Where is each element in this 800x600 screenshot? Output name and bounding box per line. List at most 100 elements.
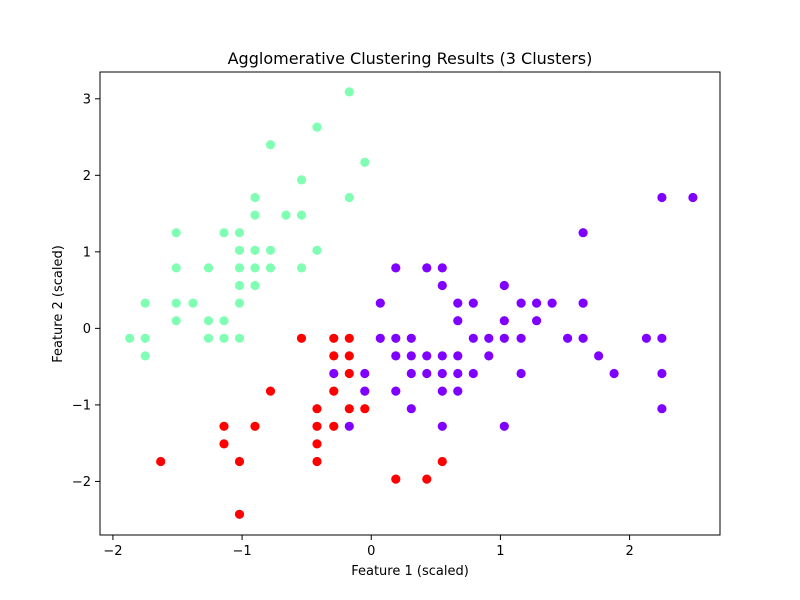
data-point xyxy=(171,298,181,308)
data-point xyxy=(344,333,354,343)
data-point xyxy=(516,368,526,379)
data-point xyxy=(609,368,619,379)
y-tick-label: 3 xyxy=(83,92,91,107)
data-point xyxy=(468,333,478,343)
data-point xyxy=(375,298,385,308)
data-point xyxy=(296,210,307,220)
data-point xyxy=(329,333,339,343)
data-point xyxy=(265,386,276,396)
data-point xyxy=(391,474,401,484)
data-point xyxy=(234,263,245,273)
x-tick-label: 1 xyxy=(496,544,504,559)
data-point xyxy=(453,386,463,396)
data-point xyxy=(391,333,401,343)
y-axis: −2 −1 0 1 2 3 xyxy=(72,92,100,490)
data-point xyxy=(532,298,542,308)
data-point xyxy=(219,316,229,326)
data-point xyxy=(203,263,214,273)
data-point xyxy=(657,404,667,414)
data-point xyxy=(657,333,667,343)
data-point xyxy=(329,351,339,361)
data-point xyxy=(250,192,260,203)
x-axis: −2 −1 0 1 2 xyxy=(103,535,634,559)
data-point xyxy=(125,333,135,343)
data-point xyxy=(265,245,276,255)
data-point xyxy=(484,351,494,361)
data-point xyxy=(140,333,150,343)
data-point xyxy=(329,368,339,379)
data-point xyxy=(312,122,322,132)
y-tick-label: 1 xyxy=(83,245,91,260)
data-point xyxy=(344,351,354,361)
x-tick-label: 2 xyxy=(625,544,633,559)
data-point xyxy=(312,421,322,431)
data-point xyxy=(234,228,245,238)
data-point xyxy=(219,421,229,431)
data-point xyxy=(250,280,260,291)
data-point xyxy=(563,333,573,343)
data-point xyxy=(437,421,447,431)
data-point xyxy=(344,368,354,379)
y-axis-label: Feature 2 (scaled) xyxy=(51,245,66,363)
data-point xyxy=(547,298,557,308)
data-point xyxy=(422,368,432,379)
data-point xyxy=(296,175,307,185)
data-point xyxy=(360,404,370,414)
points-layer xyxy=(125,87,698,519)
data-point xyxy=(219,228,229,238)
data-point xyxy=(516,298,526,308)
data-point xyxy=(657,368,667,379)
data-point xyxy=(234,298,245,308)
data-point xyxy=(171,316,181,326)
data-point xyxy=(499,333,509,343)
data-point xyxy=(657,192,667,203)
data-point xyxy=(453,298,463,308)
data-point xyxy=(188,298,198,308)
data-point xyxy=(499,316,509,326)
data-point xyxy=(312,404,322,414)
x-tick-label: −2 xyxy=(103,544,122,559)
data-point xyxy=(344,421,354,431)
data-point xyxy=(140,298,150,308)
y-tick-label: −2 xyxy=(72,475,91,490)
data-point xyxy=(329,386,339,396)
data-point xyxy=(296,333,307,343)
data-point xyxy=(437,368,447,379)
data-point xyxy=(140,351,150,361)
data-point xyxy=(360,368,370,379)
data-point xyxy=(406,404,416,414)
x-axis-label: Feature 1 (scaled) xyxy=(351,564,469,579)
data-point xyxy=(484,333,494,343)
data-point xyxy=(406,333,416,343)
data-point xyxy=(344,404,354,414)
plot-frame xyxy=(99,71,721,536)
data-point xyxy=(406,368,416,379)
data-point xyxy=(219,439,229,449)
data-point xyxy=(499,421,509,431)
data-point xyxy=(344,87,354,97)
data-point xyxy=(578,333,588,343)
data-point xyxy=(468,368,478,379)
data-point xyxy=(437,263,447,273)
data-point xyxy=(234,333,245,343)
data-point xyxy=(437,280,447,291)
data-point xyxy=(360,157,370,167)
data-point xyxy=(203,333,214,343)
data-point xyxy=(250,210,260,220)
data-point xyxy=(312,439,322,449)
data-point xyxy=(391,386,401,396)
data-point xyxy=(437,386,447,396)
data-point xyxy=(453,316,463,326)
data-point xyxy=(312,456,322,467)
data-point xyxy=(516,333,526,343)
data-point xyxy=(406,351,416,361)
data-point xyxy=(156,456,166,467)
data-point xyxy=(360,386,370,396)
data-point xyxy=(344,192,354,203)
data-point xyxy=(375,333,385,343)
data-point xyxy=(250,245,260,255)
data-point xyxy=(265,140,276,150)
data-point xyxy=(391,351,401,361)
data-point xyxy=(578,298,588,308)
